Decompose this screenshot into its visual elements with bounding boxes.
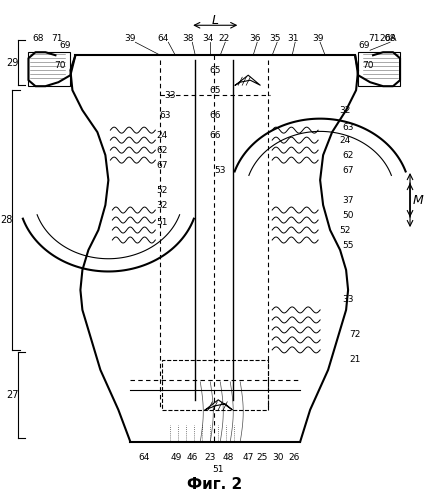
Text: 35: 35 xyxy=(270,34,281,42)
Text: 67: 67 xyxy=(342,166,354,174)
Text: 39: 39 xyxy=(312,34,324,42)
Text: 66: 66 xyxy=(209,110,221,120)
Text: 70: 70 xyxy=(363,60,374,70)
Text: 29: 29 xyxy=(6,58,19,68)
Text: 64: 64 xyxy=(139,454,150,462)
Text: 65: 65 xyxy=(209,66,221,74)
Text: 51: 51 xyxy=(212,465,224,474)
Text: 28: 28 xyxy=(0,215,13,225)
Text: M: M xyxy=(413,194,423,206)
Text: 24: 24 xyxy=(157,130,168,140)
Text: 27: 27 xyxy=(6,390,19,400)
Text: 25: 25 xyxy=(256,454,268,462)
Text: 47: 47 xyxy=(243,454,254,462)
Text: 33: 33 xyxy=(164,90,176,100)
Text: 72: 72 xyxy=(349,330,361,340)
Text: 37: 37 xyxy=(342,196,354,204)
Text: 38: 38 xyxy=(182,34,194,42)
Text: 62: 62 xyxy=(342,150,354,160)
Text: 63: 63 xyxy=(160,110,171,120)
Bar xyxy=(162,360,268,410)
Text: 71: 71 xyxy=(52,34,63,42)
Text: 23: 23 xyxy=(205,454,216,462)
Text: 69: 69 xyxy=(59,40,71,50)
Text: 70: 70 xyxy=(55,60,66,70)
Text: 26: 26 xyxy=(288,454,300,462)
Text: 64: 64 xyxy=(158,34,169,42)
Text: 50: 50 xyxy=(342,210,354,220)
Text: 55: 55 xyxy=(342,240,354,250)
Text: 31: 31 xyxy=(288,34,299,42)
Text: 48: 48 xyxy=(223,454,234,462)
Text: 49: 49 xyxy=(171,454,182,462)
Text: 36: 36 xyxy=(250,34,261,42)
Text: 46: 46 xyxy=(187,454,198,462)
Text: 51: 51 xyxy=(157,218,168,226)
Text: 21: 21 xyxy=(349,356,361,364)
Text: 22: 22 xyxy=(219,34,230,42)
Bar xyxy=(358,52,400,86)
Text: 34: 34 xyxy=(202,34,214,42)
Text: 52: 52 xyxy=(157,186,168,194)
Text: 33: 33 xyxy=(342,296,354,304)
Text: 67: 67 xyxy=(157,160,168,170)
Text: 68: 68 xyxy=(33,34,44,42)
Text: 63: 63 xyxy=(342,122,354,132)
Text: 52: 52 xyxy=(339,226,351,234)
Text: 71: 71 xyxy=(369,34,380,42)
Text: 20A: 20A xyxy=(379,34,397,42)
Text: Фиг. 2: Фиг. 2 xyxy=(187,477,242,492)
Text: 39: 39 xyxy=(125,34,136,42)
Text: 62: 62 xyxy=(157,146,168,154)
Text: 69: 69 xyxy=(358,40,370,50)
Bar xyxy=(29,52,71,86)
Text: 32: 32 xyxy=(339,106,351,114)
Text: 66: 66 xyxy=(209,130,221,140)
Text: 30: 30 xyxy=(273,454,284,462)
Text: 24: 24 xyxy=(339,136,351,144)
Text: L: L xyxy=(212,14,219,27)
Text: 65: 65 xyxy=(209,86,221,94)
Text: 68: 68 xyxy=(384,34,396,42)
Text: 53: 53 xyxy=(214,166,226,174)
Text: 32: 32 xyxy=(157,200,168,209)
